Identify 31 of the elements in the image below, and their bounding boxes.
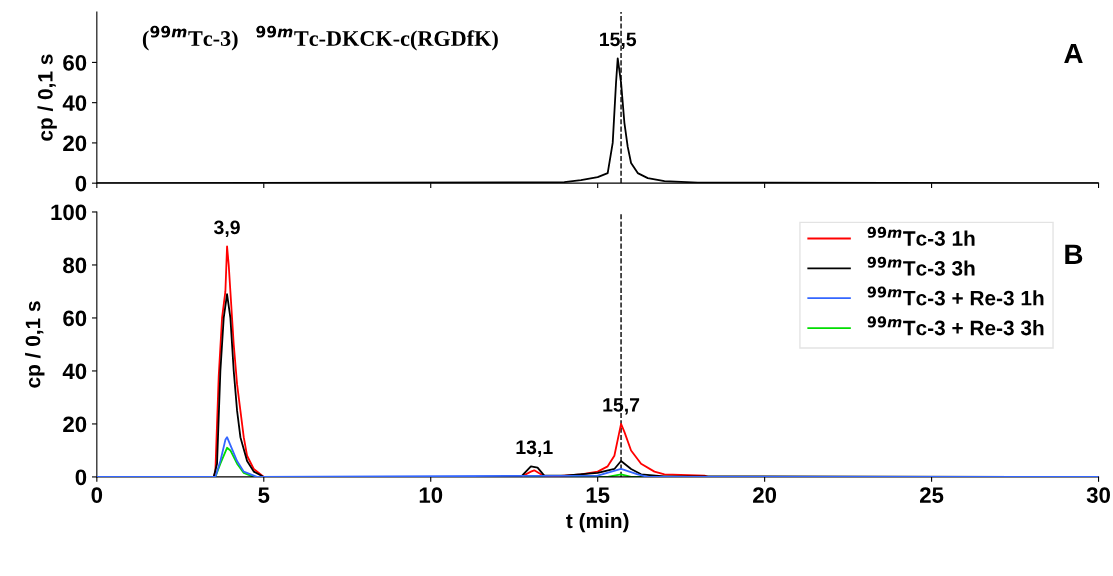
x-tick-label: 20 [753, 487, 777, 503]
legend-label: $^{99m}$Tc-3 3h [867, 256, 975, 276]
y-tick-label: 20 [63, 416, 87, 433]
y-tick-label: 40 [62, 363, 87, 380]
y-tick-label: 0 [75, 469, 87, 486]
annotation: B [1065, 244, 1083, 264]
annotation: ($^{99m}$Tc-3) $^{99m}$Tc-DKCK-c(RGDfK) [142, 25, 498, 51]
y-tick-label: 20 [63, 135, 87, 152]
legend-label: $^{99m}$Tc-3 1h [867, 226, 975, 246]
x-tick-label: 15 [586, 487, 610, 503]
legend-label: $^{99m}$Tc-3 + Re-3 1h [867, 286, 1044, 306]
annotation: 15,7 [603, 398, 640, 415]
y-tick-label: 40 [62, 95, 87, 111]
annotation: 13,1 [516, 440, 553, 457]
x-tick-label: 0 [91, 487, 103, 503]
x-tick-label: 10 [419, 487, 443, 503]
y-axis-title: cp / 0,1 s [25, 301, 45, 388]
y-tick-label: 60 [63, 54, 87, 71]
annotation: 15,5 [600, 32, 637, 50]
x-tick-label: 25 [919, 487, 944, 503]
y-tick-label: 0 [75, 175, 87, 192]
x-tick-label: 30 [1086, 487, 1110, 503]
y-axis-title: cp / 0,1 s [37, 54, 57, 141]
annotation: A [1064, 43, 1083, 64]
y-tick-label: 100 [51, 204, 87, 221]
x-axis-title: t (min) [566, 512, 629, 533]
annotation: 3,9 [213, 220, 240, 238]
y-tick-label: 60 [63, 310, 87, 327]
legend-label: $^{99m}$Tc-3 + Re-3 3h [867, 316, 1044, 336]
x-tick-label: 5 [258, 487, 270, 503]
y-tick-label: 80 [63, 257, 87, 274]
